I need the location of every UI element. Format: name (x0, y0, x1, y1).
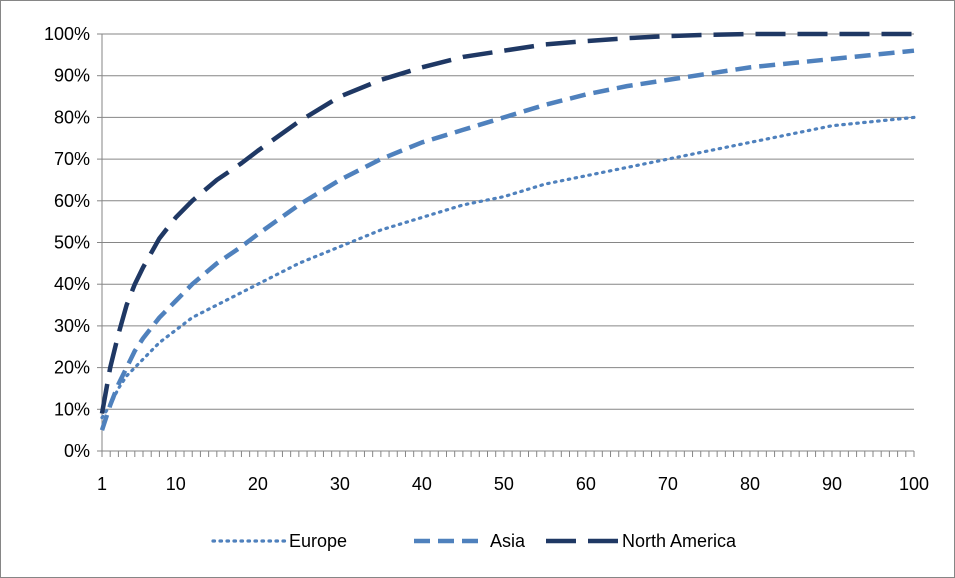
legend-label: Asia (490, 531, 526, 551)
x-tick-label: 90 (822, 474, 842, 494)
legend-label: North America (622, 531, 737, 551)
x-tick-label: 1 (97, 474, 107, 494)
y-tick-label: 30% (54, 316, 90, 336)
y-tick-label: 90% (54, 66, 90, 86)
axes: 0% 10% 20% 30% 40% 50% 60% 70% 80% 90% 100% 1 10 20 30… (44, 24, 929, 494)
legend: Europe Asia North America (211, 531, 737, 551)
y-tick-label: 70% (54, 149, 90, 169)
x-tick-label: 70 (658, 474, 678, 494)
series-line-europe (100, 115, 916, 420)
gridlines (102, 33, 914, 410)
y-tick-label: 50% (54, 233, 90, 253)
x-tick-label: 60 (576, 474, 596, 494)
x-tick-label: 100 (899, 474, 929, 494)
y-tick-label: 20% (54, 358, 90, 378)
y-tick-label: 0% (64, 441, 90, 461)
series-lines (99, 31, 916, 431)
y-tick-label: 100% (44, 24, 90, 44)
series-line-north-america (99, 31, 914, 414)
x-tick-label: 20 (248, 474, 268, 494)
series-line-asia (99, 48, 915, 431)
legend-label: Europe (289, 531, 347, 551)
y-tick-label: 10% (54, 399, 90, 419)
y-tick-label: 60% (54, 191, 90, 211)
y-tick-label: 80% (54, 107, 90, 127)
x-tick-label: 50 (494, 474, 514, 494)
x-tick-label: 40 (412, 474, 432, 494)
x-tick-label: 80 (740, 474, 760, 494)
y-tick-label: 40% (54, 274, 90, 294)
x-tick-label: 10 (166, 474, 186, 494)
x-tick-label: 30 (330, 474, 350, 494)
